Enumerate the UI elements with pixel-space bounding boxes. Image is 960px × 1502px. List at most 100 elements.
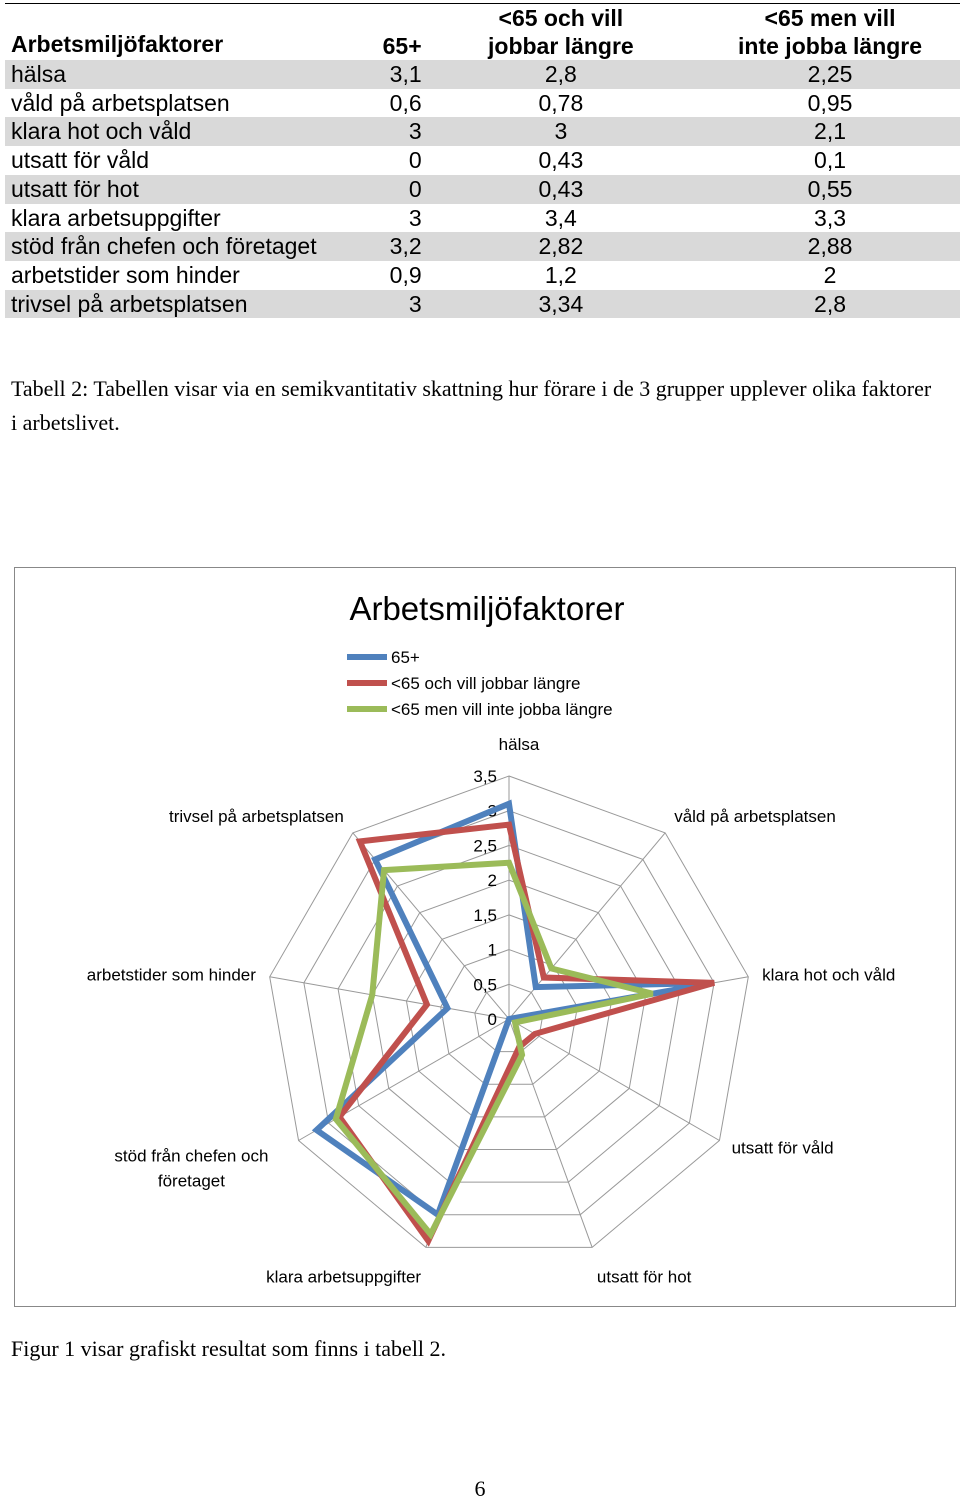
- row-value: 3: [421, 117, 701, 147]
- legend-entry: <65 och vill jobbar längre: [391, 674, 580, 693]
- header-line: inte jobba längre: [738, 33, 923, 59]
- tick-label: 1: [488, 941, 497, 960]
- figure-caption: Figur 1 visar grafiskt resultat som finn…: [11, 1336, 447, 1361]
- header-line: jobbar längre: [488, 33, 634, 59]
- row-value: 2,8: [700, 289, 960, 319]
- table-row: våld på arbetsplatsen 0,6 0,78 0,95: [5, 89, 960, 118]
- row-label: klara arbetsuppgifter: [11, 204, 221, 231]
- row-value: 0,1: [814, 147, 847, 174]
- category-label: utsatt för hot: [597, 1268, 692, 1287]
- row-label: klara hot och våld: [5, 117, 364, 147]
- category-label-line: hälsa: [499, 735, 540, 754]
- category-label: trivsel på arbetsplatsen: [169, 807, 344, 826]
- table-row: klara hot och våld 3 3 2,1: [5, 117, 960, 147]
- category-label-line: arbetstider som hinder: [87, 965, 256, 984]
- category-label-line: trivsel på arbetsplatsen: [169, 807, 344, 826]
- category-label: klara arbetsuppgifter: [266, 1268, 421, 1287]
- row-value: 2,8: [421, 60, 701, 89]
- row-label: trivsel på arbetsplatsen: [5, 289, 364, 319]
- row-value: 0,78: [538, 89, 584, 116]
- header-under65-work-longer: <65 och vill jobbar längre: [421, 3, 701, 60]
- row-label: arbetstider som hinder: [11, 261, 240, 288]
- page-number: 6: [474, 1476, 486, 1501]
- row-value: 0,43: [538, 147, 584, 174]
- row-label: stöd från chefen och företaget: [5, 232, 364, 261]
- category-label-line: utsatt för hot: [597, 1268, 692, 1287]
- table-row: utsatt för våld 0 0,43 0,1: [5, 146, 960, 175]
- row-label: utsatt för hot: [5, 174, 364, 204]
- row-label: utsatt för våld: [11, 147, 150, 174]
- grid-spoke: [269, 976, 510, 1020]
- category-label-line: våld på arbetsplatsen: [674, 807, 836, 826]
- radar-chart-svg: Arbetsmiljöfaktorer 65+ <65 och vill jobba…: [87, 590, 896, 1287]
- legend-entry: <65 men vill inte jobba längre: [391, 700, 613, 719]
- row-value: 3,4: [544, 204, 577, 231]
- tick-label: 0,5: [473, 975, 497, 994]
- tick-label: 0: [488, 1010, 497, 1029]
- category-label-line: utsatt för våld: [732, 1139, 834, 1158]
- row-value: 0: [408, 147, 422, 174]
- table-header-row: Arbetsmiljöfaktorer 65+ <65 och vill jobb…: [5, 3, 960, 60]
- grid-ring: [337, 844, 681, 1183]
- header-65plus: 65+: [363, 3, 422, 60]
- tick-label: 2: [488, 871, 497, 890]
- header-factor: Arbetsmiljöfaktorer: [5, 3, 364, 60]
- data-table: Arbetsmiljöfaktorer 65+ <65 och vill jobb…: [5, 3, 960, 319]
- series-line: [332, 859, 654, 1240]
- table-row: trivsel på arbetsplatsen 3 3,34 2,8: [5, 289, 960, 319]
- grid-ring: [405, 914, 613, 1118]
- row-value: 2,1: [700, 117, 960, 147]
- category-label: våld på arbetsplatsen: [674, 807, 836, 826]
- table-body: hälsa 3,1 2,8 2,25 våld på arbetsplatsen 0,6 0…: [5, 60, 960, 319]
- row-value: 0,43: [421, 174, 701, 204]
- header-factor-text: Arbetsmiljöfaktorer: [11, 31, 224, 57]
- row-label: hälsa: [5, 60, 364, 89]
- row-value: 0,55: [700, 174, 960, 204]
- row-value: 2: [823, 261, 837, 288]
- category-label: arbetstider som hinder: [87, 965, 256, 984]
- row-value: 0: [363, 174, 422, 204]
- tick-label: 3,5: [473, 767, 497, 786]
- row-value: 0,95: [807, 89, 853, 116]
- table-row: arbetstider som hinder 0,9 1,2 2: [5, 261, 960, 290]
- legend-entry: 65+: [391, 648, 420, 667]
- radar-chart: Arbetsmiljöfaktorer 65+ <65 och vill jobba…: [14, 567, 956, 1307]
- row-value: 3,1: [363, 60, 422, 89]
- table-row: hälsa 3,1 2,8 2,25: [5, 60, 960, 89]
- category-label-line: stöd från chefen och: [114, 1147, 268, 1166]
- category-label: klara hot och våld: [762, 965, 895, 984]
- category-label-line: klara arbetsuppgifter: [266, 1268, 421, 1287]
- category-label: utsatt för våld: [732, 1139, 834, 1158]
- category-label: stöd från chefen och företaget: [114, 1147, 268, 1191]
- row-value: 0,6: [389, 89, 422, 116]
- row-value: 3,34: [421, 289, 701, 319]
- table-row: klara arbetsuppgifter 3 3,4 3,3: [5, 204, 960, 233]
- row-value: 0,9: [389, 261, 422, 288]
- category-label-line: klara hot och våld: [762, 965, 895, 984]
- row-value: 3: [363, 117, 422, 147]
- header-65plus-text: 65+: [382, 33, 422, 59]
- row-label: våld på arbetsplatsen: [11, 89, 230, 116]
- grid-ring: [371, 879, 647, 1150]
- grid-ring: [269, 775, 749, 1248]
- row-value: 2,82: [421, 232, 701, 261]
- header-line: <65 och vill: [498, 5, 624, 31]
- table-caption: Tabell 2: Tabellen visar via en semikvan…: [11, 376, 932, 435]
- row-value: 2,25: [700, 60, 960, 89]
- row-value: 3: [408, 204, 422, 231]
- row-value: 3,2: [363, 232, 422, 261]
- chart-title: Arbetsmiljöfaktorer: [349, 590, 624, 627]
- header-line: <65 men vill: [764, 5, 896, 31]
- grid-ring: [474, 983, 544, 1053]
- row-value: 3,3: [814, 204, 847, 231]
- row-value: 3: [363, 289, 422, 319]
- tick-label: 1,5: [473, 906, 497, 925]
- header-under65-not-work-longer: <65 men vill inte jobba längre: [700, 3, 960, 60]
- category-label: hälsa: [499, 735, 540, 754]
- category-label-line: företaget: [158, 1172, 225, 1191]
- grid-ring: [303, 810, 715, 1216]
- tick-label: 2,5: [473, 836, 497, 855]
- row-value: 1,2: [544, 261, 577, 288]
- row-value: 2,88: [700, 232, 960, 261]
- grid-spoke: [508, 1018, 720, 1141]
